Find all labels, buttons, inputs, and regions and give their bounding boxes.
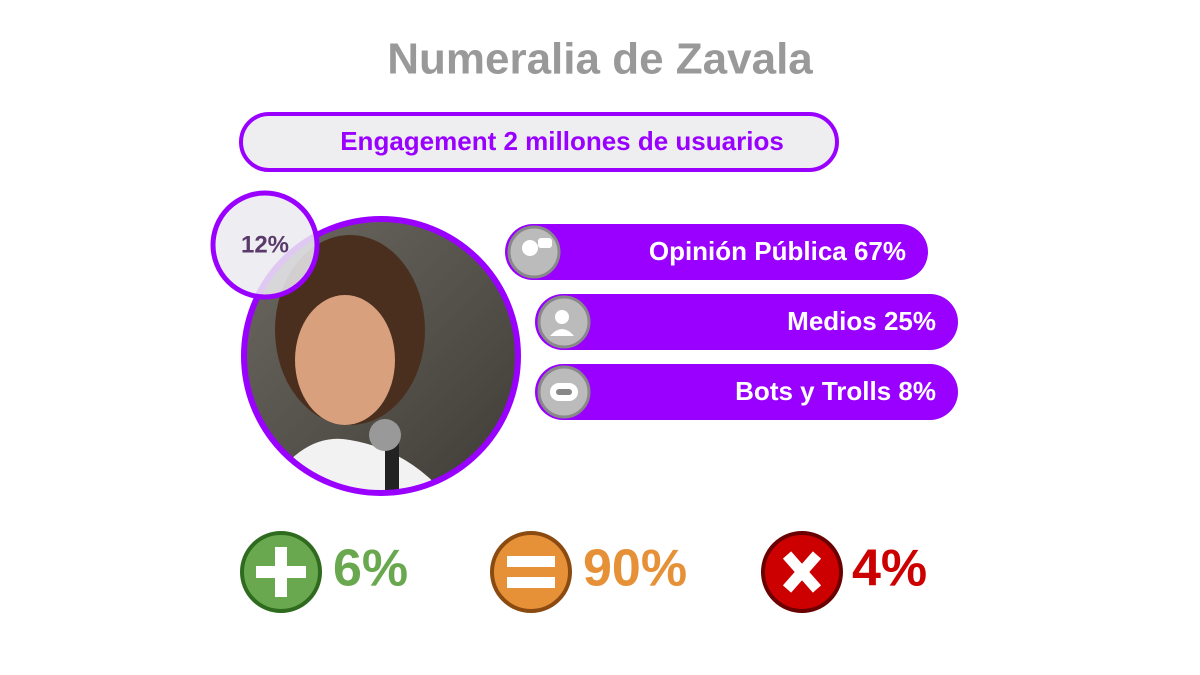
title: Numeralia de Zavala xyxy=(387,35,813,84)
badge xyxy=(210,190,320,300)
segment-bar xyxy=(535,364,958,420)
segment-bar xyxy=(535,294,958,350)
neutral-value: 90% xyxy=(583,540,687,598)
icon-glyph xyxy=(256,566,306,578)
badge-text: 12% xyxy=(241,231,289,258)
neutral-icon xyxy=(490,531,572,613)
negative-value: 4% xyxy=(852,540,927,598)
segment-label: Medios 25% xyxy=(787,306,936,336)
segment-bar xyxy=(505,224,928,280)
icon-glyph xyxy=(555,310,569,324)
engagement-pill xyxy=(239,112,839,172)
photo-ring xyxy=(241,216,521,496)
engagement-text: Engagement 2 millones de usuarios xyxy=(340,126,784,156)
icon-glyph xyxy=(522,240,538,256)
positive-value: 6% xyxy=(333,540,408,598)
segment-label: Opinión Pública 67% xyxy=(649,236,906,266)
icon-glyph xyxy=(507,577,555,588)
icon-glyph xyxy=(538,238,552,248)
segment-label: Bots y Trolls 8% xyxy=(735,376,936,406)
icon-glyph xyxy=(507,556,555,567)
icon-glyph xyxy=(550,329,574,336)
icon-glyph xyxy=(782,551,822,593)
icon-glyph xyxy=(556,389,572,395)
